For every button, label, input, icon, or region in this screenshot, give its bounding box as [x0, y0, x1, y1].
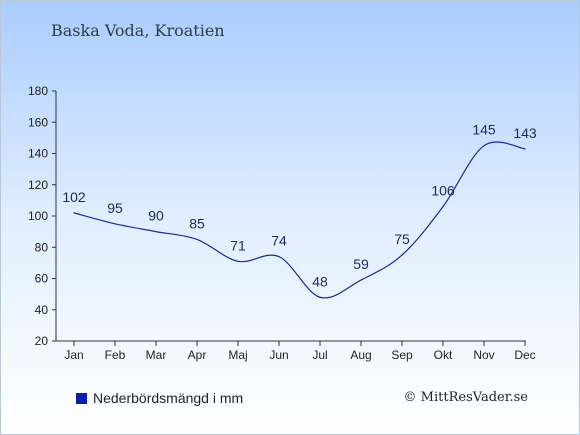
data-point	[237, 260, 239, 262]
data-label: 71	[230, 237, 246, 253]
data-point	[278, 256, 280, 258]
x-tick-label: Jun	[269, 348, 288, 362]
chart-title: Baska Voda, Kroatien	[51, 21, 225, 40]
legend-swatch	[76, 392, 87, 404]
x-tick-label: Jul	[312, 348, 327, 362]
data-point	[442, 206, 444, 208]
x-tick-label: Jan	[64, 348, 83, 362]
data-point	[360, 279, 362, 281]
legend: Nederbördsmängd i mm	[76, 390, 243, 406]
data-label: 102	[62, 189, 86, 205]
data-point	[483, 145, 485, 147]
y-tick-label: 20	[35, 334, 49, 348]
y-tick-label: 40	[35, 303, 49, 317]
x-tick-label: Nov	[473, 348, 494, 362]
data-label: 59	[353, 256, 369, 272]
x-tick-label: Okt	[434, 348, 453, 362]
y-tick-label: 120	[28, 178, 48, 192]
y-tick-label: 60	[35, 272, 49, 286]
x-tick-label: Maj	[228, 348, 247, 362]
x-tick-label: Apr	[188, 348, 207, 362]
x-tick-label: Aug	[350, 348, 371, 362]
data-label: 75	[394, 231, 410, 247]
data-point	[196, 238, 198, 241]
data-point	[114, 223, 116, 225]
data-point	[73, 212, 75, 214]
credit-text: © MittResVader.se	[403, 390, 528, 405]
data-point	[319, 296, 321, 298]
data-label: 85	[189, 215, 205, 231]
y-tick-label: 80	[35, 240, 49, 254]
data-label: 90	[148, 208, 164, 224]
x-tick-label: Sep	[391, 348, 413, 362]
data-point	[524, 148, 526, 150]
y-tick-label: 180	[28, 84, 48, 98]
y-tick-label: 160	[28, 115, 48, 129]
data-label: 48	[312, 273, 328, 289]
data-point	[155, 231, 157, 233]
data-label: 145	[472, 122, 496, 138]
x-tick-label: Mar	[146, 348, 167, 362]
series-line	[73, 141, 526, 299]
y-tick-label: 140	[28, 147, 48, 161]
data-label: 74	[271, 233, 287, 249]
data-label: 106	[431, 183, 455, 199]
x-tick-label: Feb	[105, 348, 126, 362]
data-label: 143	[513, 125, 537, 141]
x-tick-label: Dec	[514, 348, 535, 362]
data-point	[401, 254, 403, 256]
y-tick-label: 100	[28, 209, 48, 223]
data-label: 95	[107, 200, 123, 216]
legend-label: Nederbördsmängd i mm	[93, 390, 244, 406]
